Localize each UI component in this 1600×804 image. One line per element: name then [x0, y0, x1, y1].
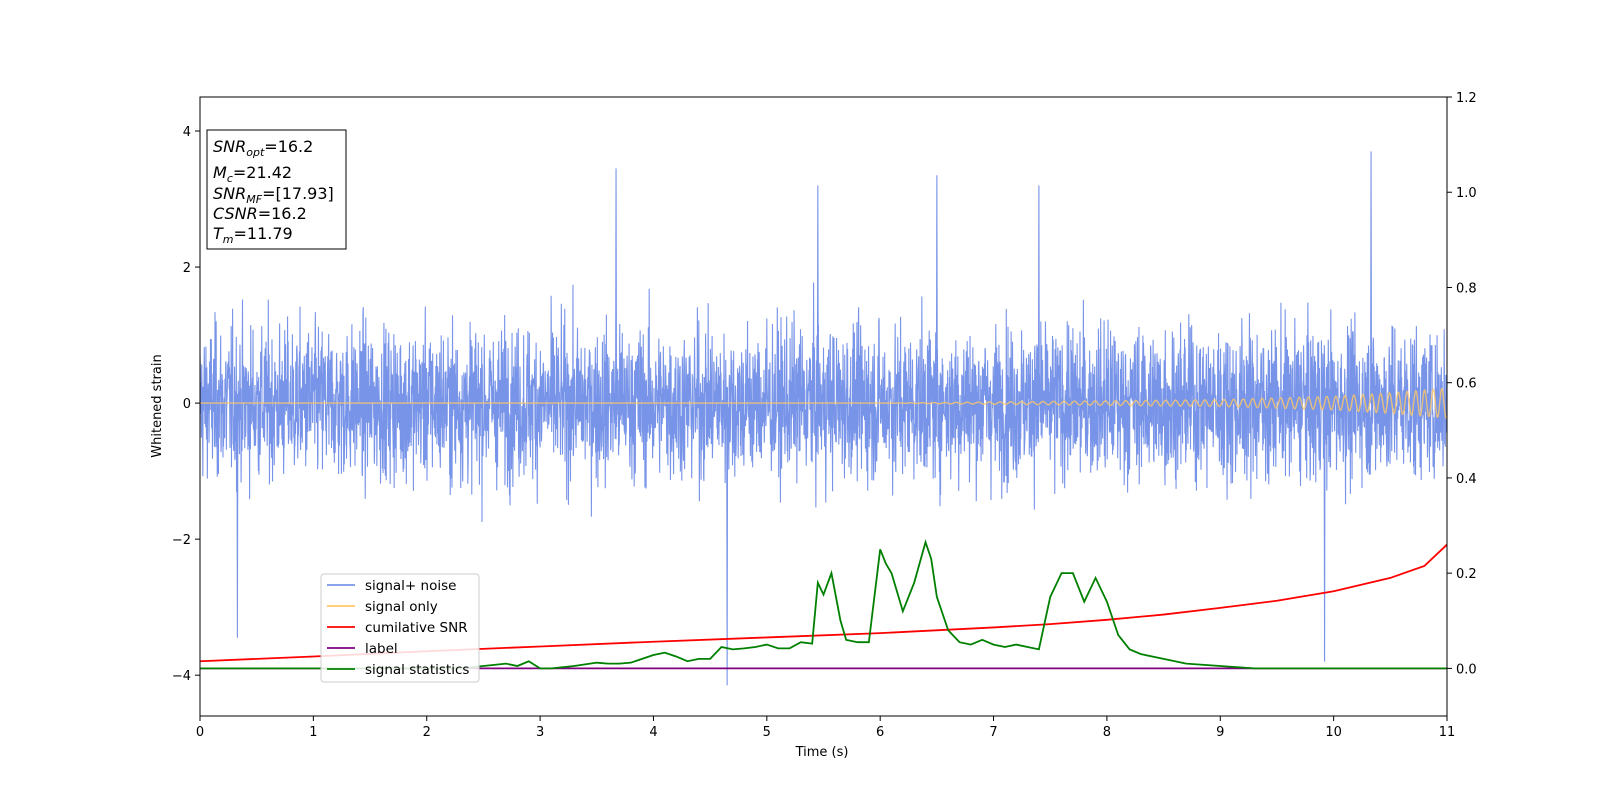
x-tick-label: 7: [989, 725, 997, 740]
y-right-tick-label: 0.8: [1456, 281, 1477, 296]
x-tick-label: 10: [1325, 725, 1342, 740]
y-axis-label: Whitened strain: [150, 354, 165, 457]
info-box-frame: [206, 129, 347, 250]
plot-frame: [199, 96, 1448, 717]
legend: signal+ noise signal only cumilative SNR…: [320, 573, 480, 683]
x-tick-label: 1: [309, 725, 317, 740]
x-tick-label: 2: [423, 725, 431, 740]
y-right-tick-label: 0.4: [1456, 472, 1477, 487]
x-axis-label: Time (s): [795, 745, 849, 760]
x-tick-label: 8: [1103, 725, 1111, 740]
legend-label-label: label: [365, 641, 398, 657]
y-right-tick-label: 1.2: [1456, 91, 1477, 106]
y-left-tick-label: −2: [172, 533, 191, 548]
x-tick-label: 3: [536, 725, 544, 740]
legend-label-signal-only: signal only: [365, 599, 438, 615]
info-snr-opt: SNRopt=16.2: [213, 137, 313, 159]
legend-label-signal-noise: signal+ noise: [365, 578, 456, 594]
legend-label-cumulative-snr: cumilative SNR: [365, 620, 468, 636]
info-snr-mf: SNRMF=[17.93]: [213, 184, 334, 206]
y-left-tick-label: 0: [183, 397, 191, 412]
x-tick-label: 4: [649, 725, 657, 740]
y-left-tick-label: −4: [172, 669, 191, 684]
cumulative-snr-series-line: [200, 543, 1447, 663]
info-box: SNRopt=16.2 Mc=21.42 SNRMF=[17.93] CSNR=…: [206, 129, 347, 250]
x-tick-label: 11: [1439, 725, 1456, 740]
x-tick-label: 9: [1216, 725, 1224, 740]
y-right-tick-label: 0.0: [1456, 662, 1477, 677]
y-right-tick-label: 0.6: [1456, 377, 1477, 392]
y-left-tick-label: 2: [183, 261, 191, 276]
signal-noise-series-line: [200, 151, 1447, 686]
x-tick-label: 5: [763, 725, 771, 740]
info-chirp-mass: Mc=21.42: [213, 163, 292, 185]
legend-label-signal-statistics: signal statistics: [365, 662, 469, 678]
y-axis-left: −4 −2 0 2 4: [172, 125, 200, 684]
legend-frame: [320, 573, 480, 683]
y-left-tick-label: 4: [183, 125, 191, 140]
y-axis-right: 0.0 0.2 0.4 0.6 0.8 1.0 1.2: [1447, 91, 1477, 677]
signal-statistics-series-line: [200, 539, 1447, 670]
y-right-tick-label: 1.0: [1456, 186, 1477, 201]
x-tick-label: 0: [196, 725, 204, 740]
info-tm: Tm=11.79: [213, 224, 293, 246]
x-tick-label: 6: [876, 725, 884, 740]
y-right-tick-label: 0.2: [1456, 567, 1477, 582]
x-axis: 0 1 2 3 4 5 6 7 8 9 10 11: [196, 716, 1455, 740]
signal-only-series-line: [200, 387, 1447, 419]
info-csnr: CSNR=16.2: [213, 204, 307, 223]
